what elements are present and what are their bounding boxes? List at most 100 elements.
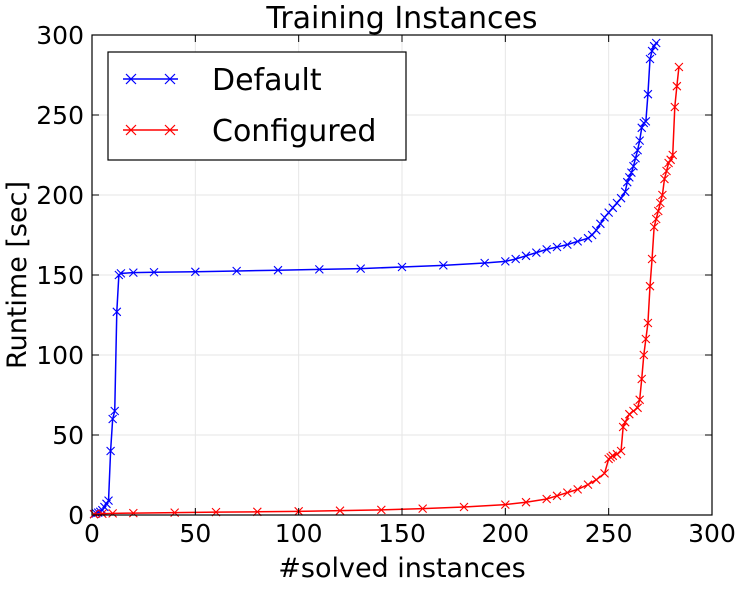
- legend-marker-default: [125, 73, 137, 85]
- data-point-configured: [660, 174, 669, 184]
- legend-marker-configured: [125, 124, 137, 136]
- data-point-configured: [591, 475, 601, 485]
- data-point-default: [620, 187, 630, 197]
- data-point-configured: [653, 206, 663, 216]
- data-point-configured: [668, 150, 678, 160]
- data-point-configured: [500, 500, 510, 509]
- data-point-configured: [620, 417, 630, 427]
- data-point-default: [106, 446, 115, 456]
- y-tick-label: 50: [52, 421, 84, 450]
- data-point-default: [108, 414, 118, 424]
- data-point-default: [104, 496, 113, 505]
- data-point-configured: [97, 509, 107, 519]
- x-tick-label: 150: [378, 519, 426, 548]
- data-point-configured: [376, 505, 386, 515]
- data-point-default: [591, 225, 601, 235]
- data-point-default: [149, 267, 159, 277]
- data-point-default: [616, 193, 626, 203]
- data-point-default: [633, 145, 642, 155]
- data-point-default: [480, 258, 490, 268]
- data-point-default: [573, 237, 583, 246]
- data-point-configured: [612, 449, 622, 459]
- data-point-default: [596, 219, 605, 229]
- data-point-configured: [645, 281, 655, 291]
- data-point-configured: [600, 469, 609, 478]
- data-point-default: [531, 248, 541, 257]
- data-point-configured: [542, 494, 552, 504]
- data-point-configured: [521, 497, 531, 507]
- data-point-configured: [633, 403, 642, 413]
- data-point-configured: [639, 350, 649, 360]
- y-tick-label: 300: [36, 21, 84, 50]
- data-point-default: [110, 406, 120, 416]
- data-point-default: [397, 262, 407, 272]
- data-point-default: [500, 257, 510, 266]
- data-point-configured: [643, 318, 653, 328]
- y-tick-label: 150: [36, 261, 84, 290]
- data-point-default: [511, 254, 521, 264]
- y-axis-label: Runtime [sec]: [2, 181, 33, 369]
- data-point-default: [314, 265, 324, 274]
- data-point-configured: [573, 485, 583, 494]
- data-point-default: [128, 268, 138, 277]
- data-point-configured: [552, 491, 562, 501]
- ticks: 0 50 100 150 200 250 300 0 50 100 150 200 250 300: [36, 21, 736, 548]
- data-point-configured: [616, 446, 626, 456]
- legend-box: [107, 51, 407, 161]
- data-point-configured: [651, 214, 661, 224]
- legend-marker-default: [164, 73, 176, 85]
- data-point-configured: [583, 480, 593, 489]
- y-tick-label: 0: [68, 501, 84, 530]
- data-point-default: [641, 117, 651, 126]
- series-configured: [89, 62, 684, 519]
- legend-label-configured: Configured: [212, 114, 376, 149]
- data-point-default: [562, 240, 572, 249]
- x-tick-label: 100: [275, 519, 323, 548]
- y-tick-label: 100: [36, 341, 84, 370]
- data-point-configured: [649, 222, 659, 232]
- data-point-default: [647, 46, 657, 56]
- data-point-default: [116, 269, 126, 278]
- legend-entry-configured: Configured: [123, 114, 376, 149]
- data-point-configured: [459, 502, 469, 512]
- data-point-default: [635, 136, 645, 145]
- data-point-default: [645, 54, 655, 64]
- x-tick-label: 250: [585, 519, 633, 548]
- data-point-configured: [674, 62, 684, 72]
- data-point-configured: [335, 506, 345, 516]
- data-point-configured: [624, 409, 634, 419]
- data-point-configured: [637, 374, 647, 384]
- legend-marker-configured: [164, 124, 176, 136]
- data-point-configured: [672, 81, 682, 91]
- data-point-configured: [670, 102, 680, 112]
- data-point-configured: [641, 334, 651, 344]
- data-point-configured: [618, 422, 628, 432]
- data-point-default: [622, 177, 632, 187]
- data-point-configured: [562, 488, 572, 497]
- x-axis-label: #solved instances: [278, 553, 525, 584]
- data-point-configured: [647, 254, 657, 264]
- data-point-default: [521, 251, 531, 261]
- x-tick-label: 200: [481, 519, 529, 548]
- data-point-default: [552, 242, 562, 252]
- legend: Default Configured: [107, 51, 407, 161]
- data-point-default: [583, 233, 593, 243]
- data-point-default: [273, 265, 283, 275]
- data-point-configured: [108, 509, 118, 518]
- x-tick-label: 300: [688, 519, 736, 548]
- data-point-default: [356, 264, 366, 273]
- data-point-configured: [666, 155, 676, 165]
- data-point-configured: [662, 166, 671, 176]
- data-point-default: [651, 38, 661, 48]
- data-point-default: [627, 168, 636, 177]
- data-point-configured: [658, 190, 667, 200]
- data-point-default: [438, 261, 448, 270]
- data-point-default: [643, 89, 653, 99]
- y-tick-label: 200: [36, 181, 84, 210]
- data-point-configured: [655, 198, 665, 208]
- data-point-default: [190, 267, 200, 277]
- data-point-default: [542, 245, 552, 254]
- data-point-configured: [128, 508, 138, 518]
